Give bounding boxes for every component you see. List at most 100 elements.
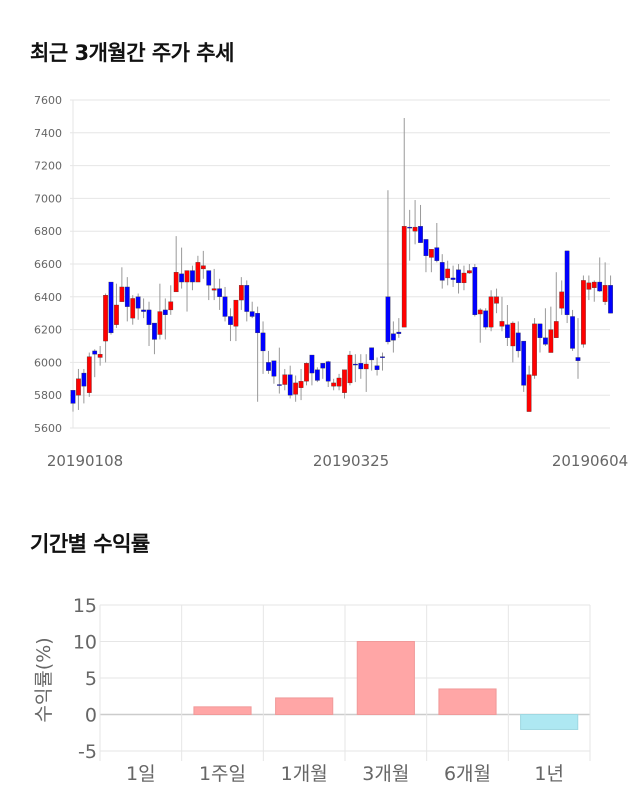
candle-body: [320, 363, 326, 369]
x-tick-label: 20190108: [47, 452, 123, 470]
candle-body: [97, 354, 103, 358]
candle-body: [233, 299, 239, 327]
candle-body: [238, 285, 244, 301]
x-tick-label: 1일: [126, 763, 156, 785]
candle-body: [450, 277, 456, 280]
candle-body: [200, 265, 206, 270]
y-tick-label: 5800: [34, 389, 62, 402]
candle-body: [108, 281, 114, 334]
candle-body: [287, 374, 293, 396]
x-tick-label: 6개월: [444, 763, 491, 785]
candle-body: [401, 226, 407, 328]
candle-body: [434, 247, 440, 261]
candle-body: [369, 347, 375, 361]
candle-body: [483, 310, 489, 328]
y-tick-label: 0: [85, 705, 97, 727]
candle-body: [135, 296, 141, 309]
candle-body: [293, 382, 298, 395]
candle-body: [103, 295, 108, 342]
price-chart-title: 최근 3개월간 주가 추세: [30, 41, 234, 65]
candle-body: [282, 374, 288, 385]
y-tick-label: 6200: [34, 324, 62, 337]
bar: [275, 697, 334, 716]
x-tick-label: 20190604: [552, 452, 628, 470]
candle-body: [331, 382, 336, 387]
y-tick-label: 10: [73, 632, 97, 654]
candle-body: [380, 356, 385, 358]
candle-body: [570, 316, 575, 349]
candle-body: [472, 267, 478, 315]
candle-body: [532, 323, 537, 376]
candle-body: [467, 270, 472, 274]
y-tick-label: 6400: [34, 291, 62, 304]
candle-body: [412, 226, 418, 232]
candle-body: [602, 285, 608, 302]
candle-body: [184, 270, 190, 283]
candle-body: [374, 365, 380, 370]
candle-body: [581, 280, 586, 345]
candle-body: [114, 304, 119, 325]
y-tick-label: 6000: [34, 356, 62, 369]
candle-body: [190, 270, 195, 283]
candle-body: [510, 322, 516, 347]
candle-body: [81, 372, 87, 387]
bar: [193, 706, 252, 716]
candle-body: [591, 281, 597, 288]
candle-body: [423, 239, 429, 256]
candle-body: [445, 268, 451, 279]
candle-body: [217, 288, 222, 297]
candle-body: [76, 378, 81, 396]
candle-body: [488, 296, 494, 328]
candle-body: [439, 262, 445, 281]
candle-body: [461, 272, 467, 284]
candle-body: [347, 354, 353, 384]
candle-body: [86, 356, 92, 393]
candle-body: [608, 285, 613, 314]
candle-body: [353, 363, 358, 366]
candle-body: [206, 270, 212, 286]
y-tick-label: -5: [78, 741, 97, 763]
y-tick-label: 7400: [34, 127, 62, 140]
candle-body: [260, 332, 266, 352]
candle-body: [575, 357, 581, 361]
candle-body: [314, 369, 320, 381]
candle-body: [499, 321, 505, 327]
candle-body: [244, 285, 250, 312]
candle-body: [271, 360, 277, 377]
candle-body: [255, 313, 260, 334]
candle-body: [494, 296, 499, 304]
candle-body: [119, 286, 125, 302]
candle-body: [70, 390, 76, 404]
y-tick-label: 5600: [34, 422, 62, 435]
candle-body: [559, 291, 565, 309]
candle-body: [537, 323, 543, 338]
candle-body: [396, 331, 402, 334]
y-tick-label: 5: [85, 668, 97, 690]
candle-body: [456, 269, 461, 284]
candle-body: [92, 350, 98, 355]
candle-body: [336, 377, 342, 387]
y-tick-label: 7200: [34, 160, 62, 173]
candle-body: [553, 321, 559, 338]
bar: [356, 641, 415, 715]
candle-body: [385, 296, 391, 343]
candle-body: [548, 329, 554, 353]
candle-body: [526, 374, 532, 412]
candlestick-chart: 5600 5800 6000 6200 6400 6600 6800 7000 7200 7400…: [34, 94, 628, 470]
candle-body: [162, 309, 168, 315]
x-tick-label: 1년: [534, 763, 564, 785]
candle-body: [391, 333, 396, 341]
candle-body: [304, 363, 309, 382]
candle-body: [363, 363, 369, 370]
candle-body: [157, 311, 163, 335]
candle-body: [124, 286, 130, 307]
x-tick-label: 1개월: [281, 763, 328, 785]
candle-body: [141, 309, 146, 312]
bar: [438, 688, 497, 716]
candle-body: [195, 262, 201, 283]
y-axis-label: 수익률(%): [33, 637, 55, 722]
candle-body: [309, 354, 315, 374]
candle-body: [564, 250, 570, 315]
y-tick-label: 7000: [34, 192, 62, 205]
